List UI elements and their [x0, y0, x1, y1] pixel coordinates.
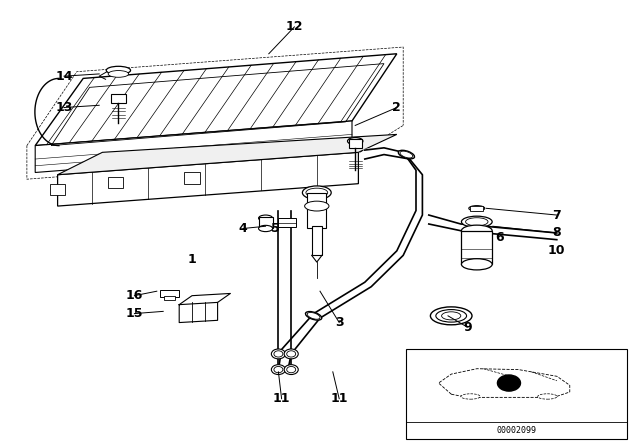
- Ellipse shape: [436, 310, 467, 322]
- Bar: [164, 296, 175, 300]
- Text: 1: 1: [188, 253, 196, 267]
- Ellipse shape: [307, 312, 320, 319]
- Ellipse shape: [274, 366, 283, 373]
- Polygon shape: [35, 54, 397, 146]
- Bar: [160, 290, 179, 297]
- Ellipse shape: [466, 218, 488, 226]
- Text: 8: 8: [552, 226, 561, 240]
- Ellipse shape: [538, 394, 557, 399]
- Text: 5: 5: [271, 222, 280, 235]
- Bar: [184, 172, 200, 184]
- Ellipse shape: [305, 311, 322, 320]
- Text: 11: 11: [330, 392, 348, 405]
- Text: 3: 3: [335, 316, 344, 329]
- Polygon shape: [58, 134, 397, 175]
- Ellipse shape: [259, 215, 273, 221]
- Ellipse shape: [442, 312, 461, 320]
- Bar: [312, 226, 322, 255]
- Text: 7: 7: [552, 208, 561, 222]
- Ellipse shape: [398, 150, 415, 159]
- Ellipse shape: [259, 225, 273, 232]
- Ellipse shape: [287, 366, 296, 373]
- Ellipse shape: [287, 351, 296, 357]
- Ellipse shape: [284, 349, 298, 359]
- Text: 00002099: 00002099: [497, 426, 537, 435]
- Text: 12: 12: [285, 20, 303, 34]
- Bar: [406, 349, 627, 439]
- Ellipse shape: [284, 365, 298, 375]
- Polygon shape: [58, 152, 358, 206]
- Ellipse shape: [400, 151, 413, 158]
- Ellipse shape: [461, 259, 492, 270]
- Text: 10: 10: [548, 244, 566, 258]
- Text: 9: 9: [463, 320, 472, 334]
- Text: 2: 2: [392, 101, 401, 114]
- Ellipse shape: [305, 201, 329, 211]
- Bar: [111, 94, 126, 103]
- Text: 4: 4: [239, 222, 248, 235]
- Text: 11: 11: [273, 392, 291, 405]
- Ellipse shape: [430, 307, 472, 325]
- Polygon shape: [35, 121, 352, 172]
- Bar: [108, 177, 123, 188]
- Bar: [349, 139, 362, 148]
- Ellipse shape: [274, 351, 283, 357]
- Ellipse shape: [461, 225, 492, 237]
- Bar: [278, 218, 296, 227]
- Bar: [259, 217, 273, 228]
- Ellipse shape: [106, 66, 131, 74]
- Text: 16: 16: [125, 289, 143, 302]
- Bar: [470, 206, 483, 211]
- Text: 6: 6: [495, 231, 504, 244]
- Ellipse shape: [461, 394, 480, 399]
- Ellipse shape: [348, 138, 363, 145]
- Ellipse shape: [461, 216, 492, 227]
- Bar: [307, 193, 326, 228]
- Ellipse shape: [468, 206, 485, 211]
- Ellipse shape: [303, 186, 332, 199]
- Ellipse shape: [108, 70, 129, 77]
- Text: 13: 13: [55, 101, 73, 114]
- Ellipse shape: [271, 365, 285, 375]
- Text: 14: 14: [55, 69, 73, 83]
- Ellipse shape: [306, 188, 328, 197]
- Ellipse shape: [271, 349, 285, 359]
- Circle shape: [497, 375, 520, 391]
- Bar: [50, 184, 65, 195]
- Text: 15: 15: [125, 307, 143, 320]
- Bar: [461, 231, 492, 264]
